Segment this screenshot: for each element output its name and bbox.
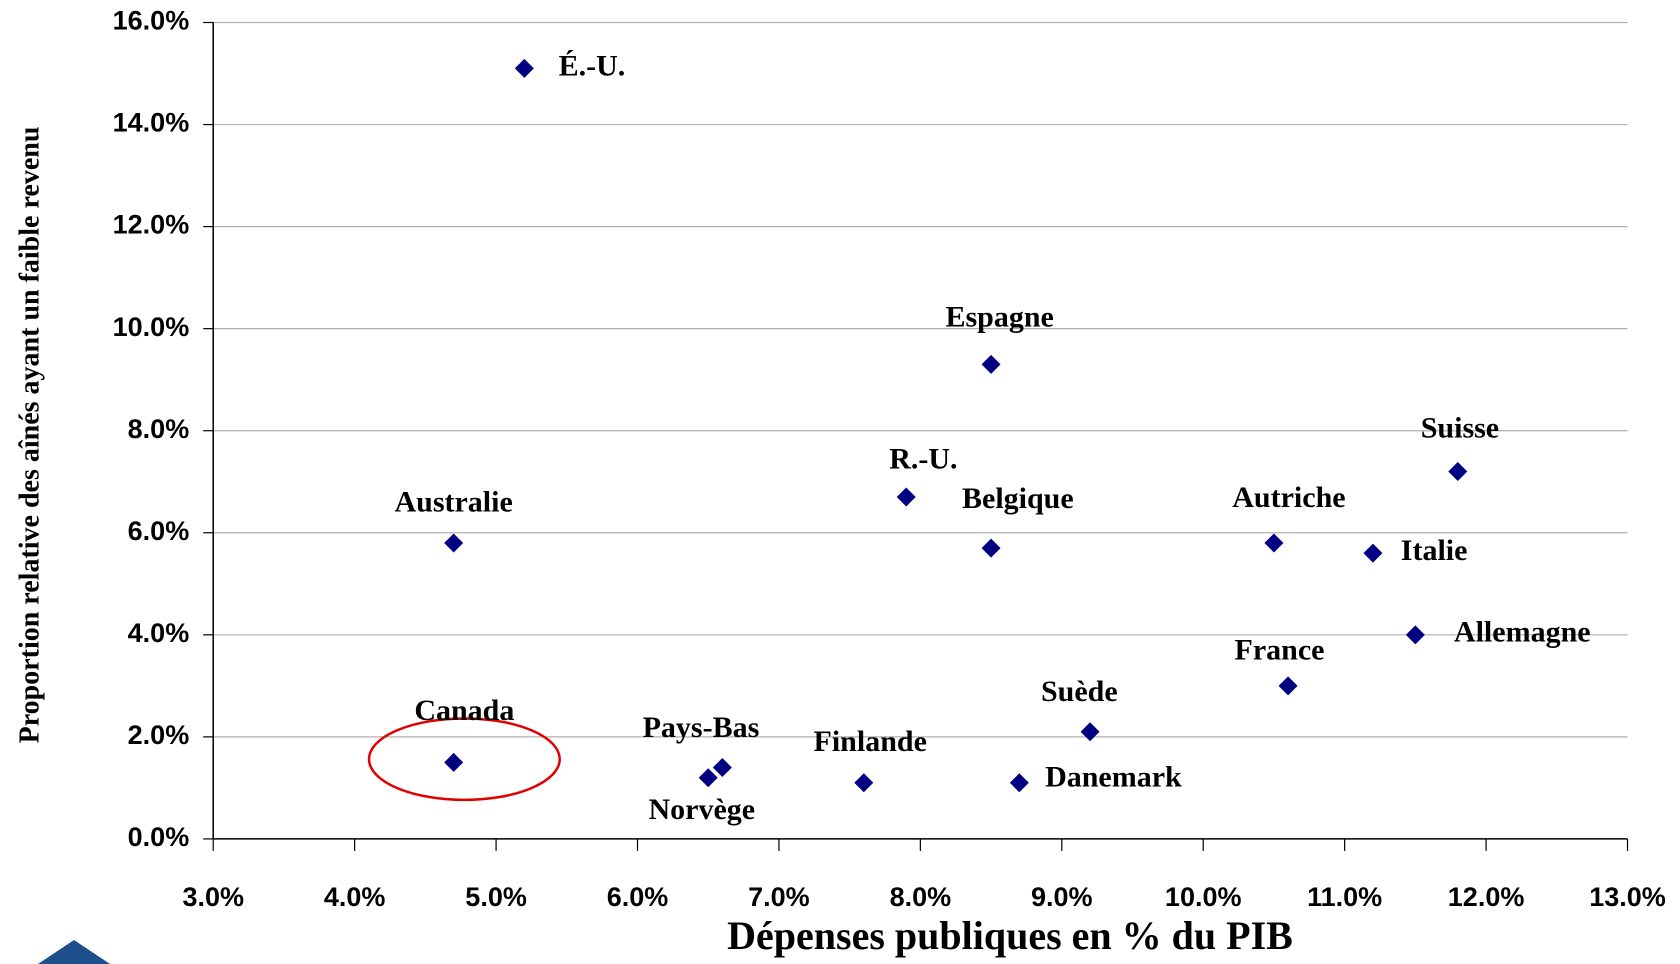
point [444,752,464,772]
point [444,533,464,553]
y-tick-label: 12.0% [113,210,190,240]
x-tick-label: 11.0% [1307,882,1382,912]
x-tick-label: 7.0% [748,882,810,912]
x-tick-label: 12.0% [1448,882,1525,912]
y-tick-label: 4.0% [128,618,190,648]
point [1363,543,1383,563]
point [896,487,916,507]
point [1448,462,1468,482]
point-label: Australie [394,485,512,518]
point [981,538,1001,558]
point [514,58,534,78]
point-label: Suisse [1421,412,1499,445]
y-axis-title: Proportion relative des aînés ayant un f… [14,127,45,744]
point [1405,625,1425,645]
highlight-circle [367,717,561,802]
x-tick-label: 6.0% [607,882,669,912]
point-label: Finlande [814,725,927,758]
y-tick-label: 10.0% [113,312,190,342]
logo [38,940,110,964]
y-tick-label: 0.0% [128,822,190,852]
point [698,768,718,788]
point-label: É.-U. [559,49,626,82]
point-label: Allemagne [1454,616,1591,649]
x-tick-label: 3.0% [182,882,244,912]
x-axis-title: Dépenses publiques en % du PIB [727,913,1293,958]
point [854,773,874,793]
point-label: Canada [414,694,514,727]
point-label: France [1235,634,1325,667]
y-tick-label: 2.0% [128,720,190,750]
y-tick-label: 8.0% [128,414,190,444]
y-tick-label: 16.0% [113,6,190,36]
point [1278,676,1298,696]
y-tick-label: 6.0% [128,516,190,546]
x-tick-label: 10.0% [1165,882,1242,912]
y-tick-label: 14.0% [113,108,190,138]
point-label: Norvège [648,793,755,826]
x-tick-label: 8.0% [890,882,952,912]
point-label: Belgique [962,482,1074,515]
point-label: Italie [1401,534,1468,567]
x-tick-label: 9.0% [1031,882,1093,912]
x-tick-label: 4.0% [324,882,386,912]
point [1080,722,1100,742]
point-label: Espagne [945,300,1053,333]
x-tick-label: 13.0% [1589,882,1666,912]
point-label: Autriche [1232,481,1345,514]
point-label: Danemark [1045,760,1182,793]
point-label: R.-U. [889,443,957,476]
point [1009,773,1029,793]
point-label: Suède [1041,675,1118,708]
point-label: Pays-Bas [643,711,760,744]
point [981,354,1001,374]
point [712,757,732,777]
x-tick-label: 5.0% [465,882,527,912]
point [1264,533,1284,553]
